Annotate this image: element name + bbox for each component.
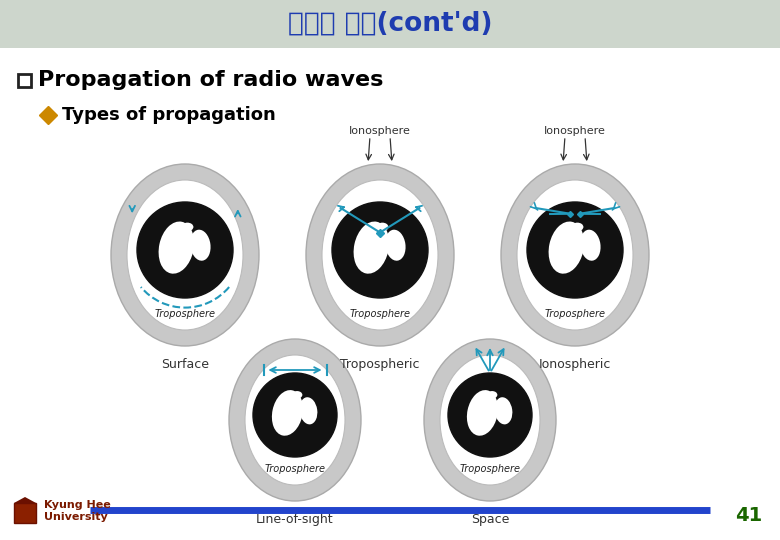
Text: Line-of-sight: Line-of-sight: [256, 513, 334, 526]
Ellipse shape: [440, 355, 540, 485]
Ellipse shape: [572, 222, 583, 231]
Text: Surface: Surface: [161, 358, 209, 371]
Ellipse shape: [292, 391, 303, 399]
Ellipse shape: [272, 390, 303, 436]
Ellipse shape: [424, 339, 556, 501]
Ellipse shape: [377, 222, 388, 231]
Polygon shape: [14, 497, 36, 503]
Text: Kyung Hee: Kyung Hee: [44, 500, 111, 510]
Text: Ionospheric: Ionospheric: [539, 358, 612, 371]
Ellipse shape: [158, 221, 194, 274]
Ellipse shape: [495, 397, 512, 424]
Ellipse shape: [548, 221, 584, 274]
FancyBboxPatch shape: [0, 0, 780, 48]
Ellipse shape: [190, 230, 211, 261]
Ellipse shape: [487, 391, 498, 399]
Text: Ionosphere: Ionosphere: [349, 126, 411, 136]
Ellipse shape: [111, 164, 259, 346]
Ellipse shape: [245, 355, 345, 485]
Circle shape: [137, 202, 233, 298]
FancyBboxPatch shape: [14, 503, 36, 523]
Ellipse shape: [322, 180, 438, 330]
Text: Ionosphere: Ionosphere: [544, 126, 606, 136]
FancyBboxPatch shape: [18, 73, 31, 86]
Ellipse shape: [580, 230, 601, 261]
Text: Troposphere: Troposphere: [349, 309, 410, 319]
Ellipse shape: [306, 164, 454, 346]
Ellipse shape: [182, 222, 193, 231]
Text: Types of propagation: Types of propagation: [62, 106, 276, 124]
Ellipse shape: [517, 180, 633, 330]
Ellipse shape: [385, 230, 406, 261]
Text: Propagation of radio waves: Propagation of radio waves: [38, 70, 384, 90]
Text: Tropospheric: Tropospheric: [340, 358, 420, 371]
Text: Troposphere: Troposphere: [544, 309, 605, 319]
Text: Troposphere: Troposphere: [264, 464, 325, 474]
Text: 비유도 매체(cont'd): 비유도 매체(cont'd): [288, 11, 492, 37]
Ellipse shape: [467, 390, 498, 436]
Text: Troposphere: Troposphere: [459, 464, 520, 474]
Ellipse shape: [127, 180, 243, 330]
Text: Troposphere: Troposphere: [154, 309, 215, 319]
Ellipse shape: [229, 339, 361, 501]
Ellipse shape: [353, 221, 389, 274]
Text: 41: 41: [735, 506, 762, 525]
Text: University: University: [44, 512, 108, 522]
Circle shape: [332, 202, 428, 298]
Ellipse shape: [501, 164, 649, 346]
Circle shape: [448, 373, 532, 457]
Ellipse shape: [300, 397, 317, 424]
Text: Space: Space: [471, 513, 509, 526]
Circle shape: [527, 202, 623, 298]
Circle shape: [253, 373, 337, 457]
